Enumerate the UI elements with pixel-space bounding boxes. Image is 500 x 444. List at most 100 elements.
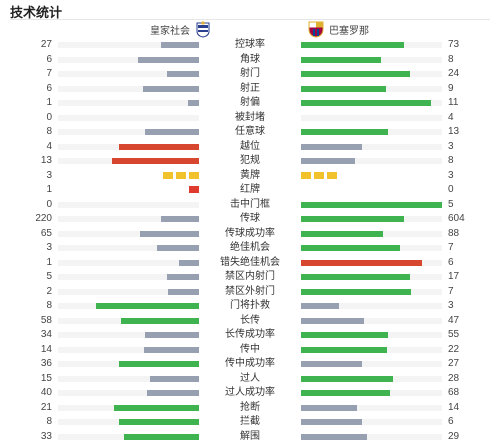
away-stat-value: 7 (448, 285, 488, 300)
home-bar-track (58, 115, 199, 121)
away-bar-fill (301, 376, 393, 382)
away-bar-fill (301, 71, 410, 77)
home-bar-track (58, 347, 199, 353)
away-bar-track (301, 71, 442, 77)
barcelona-crest-icon (307, 20, 325, 38)
away-bar-fill (301, 405, 357, 411)
stat-row: 2 禁区外射门 7 (0, 285, 500, 300)
home-stat-value: 6 (0, 82, 52, 97)
home-stat-value: 1 (0, 256, 52, 271)
home-bar-track (58, 434, 199, 440)
home-bar-fill (119, 144, 199, 150)
stat-label: 错失绝佳机会 (200, 256, 300, 271)
stat-label: 红牌 (200, 183, 300, 198)
away-bar-fill (301, 158, 355, 164)
away-bar-fill (301, 144, 362, 150)
home-cards (189, 186, 199, 193)
away-bar-fill (301, 318, 364, 324)
home-stat-value: 36 (0, 357, 52, 372)
stat-label: 任意球 (200, 125, 300, 140)
away-stat-value: 68 (448, 386, 488, 401)
away-stat-value: 13 (448, 125, 488, 140)
home-bar-fill (161, 42, 199, 48)
away-stat-value: 47 (448, 314, 488, 329)
home-cards (163, 172, 199, 179)
home-bar-fill (121, 318, 199, 324)
title-divider (10, 19, 490, 20)
away-bar-fill (301, 434, 367, 440)
home-stat-value: 40 (0, 386, 52, 401)
stat-label: 角球 (200, 53, 300, 68)
stat-label: 拦截 (200, 415, 300, 430)
yellow-card-icon (314, 172, 324, 179)
home-bar-fill (161, 216, 199, 222)
home-stat-value: 5 (0, 270, 52, 285)
home-stat-value: 7 (0, 67, 52, 82)
home-stat-value: 65 (0, 227, 52, 242)
stat-label: 解围 (200, 430, 300, 444)
away-bar-fill (301, 347, 387, 353)
away-cards (301, 172, 337, 179)
stat-label: 被封堵 (200, 111, 300, 126)
home-bar-track (58, 361, 199, 367)
home-bar-track (58, 42, 199, 48)
stat-label: 控球率 (200, 38, 300, 53)
home-stat-value: 2 (0, 285, 52, 300)
away-stat-value: 24 (448, 67, 488, 82)
away-bar-track (301, 405, 442, 411)
away-stat-value: 3 (448, 140, 488, 155)
away-bar-track (301, 144, 442, 150)
home-stat-value: 21 (0, 401, 52, 416)
away-stat-value: 55 (448, 328, 488, 343)
home-bar-track (58, 332, 199, 338)
away-bar-track (301, 419, 442, 425)
away-bar-fill (301, 289, 411, 295)
home-bar-track (58, 144, 199, 150)
away-stat-value: 6 (448, 256, 488, 271)
home-stat-value: 1 (0, 183, 52, 198)
away-bar-fill (301, 245, 400, 251)
yellow-card-icon (176, 172, 186, 179)
away-stat-value: 8 (448, 154, 488, 169)
away-bar-track (301, 347, 442, 353)
stat-label: 长传成功率 (200, 328, 300, 343)
away-bar-track (301, 376, 442, 382)
stat-label: 禁区外射门 (200, 285, 300, 300)
home-bar-track (58, 318, 199, 324)
home-stat-value: 33 (0, 430, 52, 444)
home-bar-track (58, 245, 199, 251)
home-stat-value: 4 (0, 140, 52, 155)
away-stat-value: 7 (448, 241, 488, 256)
home-stat-value: 6 (0, 53, 52, 68)
stat-label: 黄牌 (200, 169, 300, 184)
home-bar-track (58, 419, 199, 425)
home-bar-track (58, 158, 199, 164)
away-bar-track (301, 158, 442, 164)
home-stat-value: 27 (0, 38, 52, 53)
away-stat-value: 14 (448, 401, 488, 416)
away-stat-value: 11 (448, 96, 488, 111)
stat-label: 传球成功率 (200, 227, 300, 242)
stat-label: 抢断 (200, 401, 300, 416)
stat-label: 传球 (200, 212, 300, 227)
stat-label: 禁区内射门 (200, 270, 300, 285)
away-bar-fill (301, 303, 339, 309)
stat-label: 犯规 (200, 154, 300, 169)
stat-label: 绝佳机会 (200, 241, 300, 256)
home-bar-fill (138, 57, 199, 63)
home-bar-track (58, 390, 199, 396)
stat-label: 击中门框 (200, 198, 300, 213)
away-bar-track (301, 216, 442, 222)
away-bar-track (301, 303, 442, 309)
